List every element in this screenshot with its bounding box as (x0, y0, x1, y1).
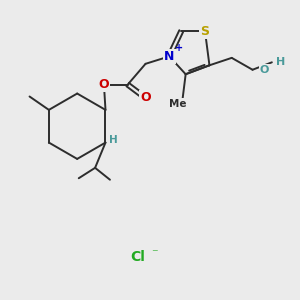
Text: H: H (109, 135, 117, 145)
Text: O: O (260, 65, 269, 75)
Text: S: S (200, 25, 209, 38)
Text: ⁻: ⁻ (151, 248, 158, 260)
Text: Me: Me (169, 99, 187, 109)
Text: O: O (99, 78, 109, 91)
Text: H: H (276, 57, 286, 67)
Text: Cl: Cl (131, 250, 146, 264)
Text: O: O (140, 92, 151, 104)
Text: +: + (175, 43, 183, 53)
Text: N: N (164, 50, 175, 63)
